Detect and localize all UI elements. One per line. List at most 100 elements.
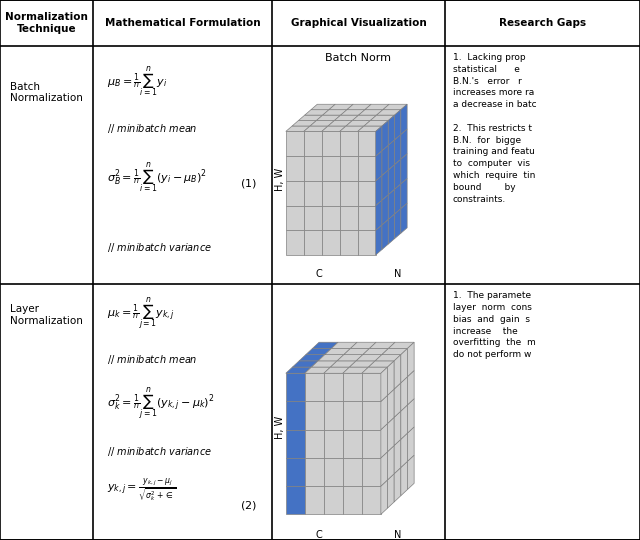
Polygon shape (343, 367, 369, 373)
Polygon shape (286, 206, 304, 230)
Polygon shape (343, 373, 362, 401)
Polygon shape (358, 110, 383, 115)
Polygon shape (328, 120, 352, 126)
Polygon shape (394, 468, 401, 502)
Polygon shape (362, 401, 381, 430)
Polygon shape (394, 440, 401, 474)
Polygon shape (322, 181, 340, 206)
Polygon shape (340, 181, 358, 206)
Polygon shape (304, 126, 328, 131)
Text: $\mathit{//\ minibatch\ mean}$: $\mathit{//\ minibatch\ mean}$ (107, 122, 198, 135)
Polygon shape (305, 367, 330, 373)
Polygon shape (323, 110, 347, 115)
Polygon shape (347, 104, 371, 110)
Polygon shape (306, 348, 332, 355)
Polygon shape (381, 480, 387, 514)
Polygon shape (362, 486, 381, 514)
Polygon shape (408, 427, 414, 461)
Polygon shape (394, 208, 401, 239)
Text: Mathematical Formulation: Mathematical Formulation (104, 18, 260, 28)
Polygon shape (305, 486, 324, 514)
Polygon shape (304, 156, 322, 181)
Polygon shape (286, 458, 305, 486)
Polygon shape (330, 361, 356, 367)
Polygon shape (401, 178, 407, 208)
Polygon shape (394, 184, 401, 214)
Polygon shape (401, 104, 407, 134)
Polygon shape (362, 458, 381, 486)
Polygon shape (305, 110, 329, 115)
Polygon shape (394, 110, 401, 140)
Polygon shape (371, 115, 394, 120)
Polygon shape (358, 126, 382, 131)
Polygon shape (408, 370, 414, 405)
Polygon shape (322, 126, 346, 131)
Polygon shape (324, 430, 343, 458)
Polygon shape (346, 120, 371, 126)
Polygon shape (292, 361, 318, 367)
Polygon shape (382, 348, 408, 355)
Polygon shape (340, 156, 358, 181)
Text: C: C (316, 530, 322, 540)
Text: $\sigma_B^2 = \frac{1}{n}\sum_{i=1}^{n}\left( y_i - \mu_B \right)^2$: $\sigma_B^2 = \frac{1}{n}\sum_{i=1}^{n}\… (107, 160, 207, 194)
Polygon shape (304, 131, 322, 156)
Polygon shape (324, 486, 343, 514)
Text: H, W: H, W (275, 415, 285, 439)
Polygon shape (322, 131, 340, 156)
Polygon shape (394, 383, 401, 417)
Text: Layer
Normalization: Layer Normalization (10, 304, 83, 326)
Text: $\sigma_k^2 = \frac{1}{n}\sum_{j=1}^{n}\left( y_{k,j} - \mu_k \right)^2$: $\sigma_k^2 = \frac{1}{n}\sum_{j=1}^{n}\… (107, 386, 214, 423)
Polygon shape (340, 131, 358, 156)
Polygon shape (286, 401, 305, 430)
Polygon shape (340, 230, 358, 255)
Polygon shape (401, 433, 408, 468)
Polygon shape (362, 430, 381, 458)
Polygon shape (304, 181, 322, 206)
Polygon shape (358, 230, 376, 255)
Polygon shape (363, 348, 388, 355)
Text: $(2)$: $(2)$ (240, 499, 257, 512)
Polygon shape (286, 373, 305, 401)
Polygon shape (304, 206, 322, 230)
Polygon shape (387, 417, 394, 452)
Polygon shape (382, 195, 388, 225)
Text: 1.  Lacking prop
statistical      e
B.N.'s   error   r
increases more ra
a decre: 1. Lacking prop statistical e B.N.'s err… (452, 53, 536, 204)
Polygon shape (369, 361, 394, 367)
Polygon shape (286, 131, 304, 156)
Polygon shape (381, 423, 387, 458)
Polygon shape (358, 131, 376, 156)
Polygon shape (388, 115, 394, 145)
Text: Graphical Visualization: Graphical Visualization (291, 18, 426, 28)
Polygon shape (383, 104, 407, 110)
Polygon shape (394, 411, 401, 446)
Polygon shape (340, 206, 358, 230)
Text: Normalization
Technique: Normalization Technique (5, 12, 88, 34)
Text: Batch
Normalization: Batch Normalization (10, 82, 83, 103)
Polygon shape (351, 342, 376, 348)
Polygon shape (305, 430, 324, 458)
Text: $y_{k,j} = \frac{y_{k,j} - \mu_j}{\sqrt{\sigma_k^2 + \in}}$: $y_{k,j} = \frac{y_{k,j} - \mu_j}{\sqrt{… (107, 476, 177, 503)
Polygon shape (286, 430, 305, 458)
Polygon shape (324, 458, 343, 486)
Polygon shape (376, 176, 382, 206)
Polygon shape (352, 115, 376, 120)
Polygon shape (340, 110, 365, 115)
Polygon shape (298, 115, 323, 120)
Polygon shape (376, 151, 382, 181)
Polygon shape (376, 110, 401, 115)
Polygon shape (376, 200, 382, 230)
Polygon shape (329, 104, 353, 110)
Text: $\mu_k = \frac{1}{n}\sum_{j=1}^{n} y_{k,j}$: $\mu_k = \frac{1}{n}\sum_{j=1}^{n} y_{k,… (107, 296, 175, 334)
Polygon shape (305, 401, 324, 430)
Text: Batch Norm: Batch Norm (325, 53, 392, 63)
Polygon shape (322, 230, 340, 255)
Polygon shape (349, 361, 375, 367)
Polygon shape (305, 373, 324, 401)
Polygon shape (305, 458, 324, 486)
Polygon shape (381, 395, 387, 430)
Text: $\mathit{//\ minibatch\ mean}$: $\mathit{//\ minibatch\ mean}$ (107, 353, 198, 366)
Polygon shape (292, 120, 316, 126)
Polygon shape (381, 452, 387, 486)
Polygon shape (401, 348, 408, 383)
Text: $(1)$: $(1)$ (240, 177, 257, 190)
